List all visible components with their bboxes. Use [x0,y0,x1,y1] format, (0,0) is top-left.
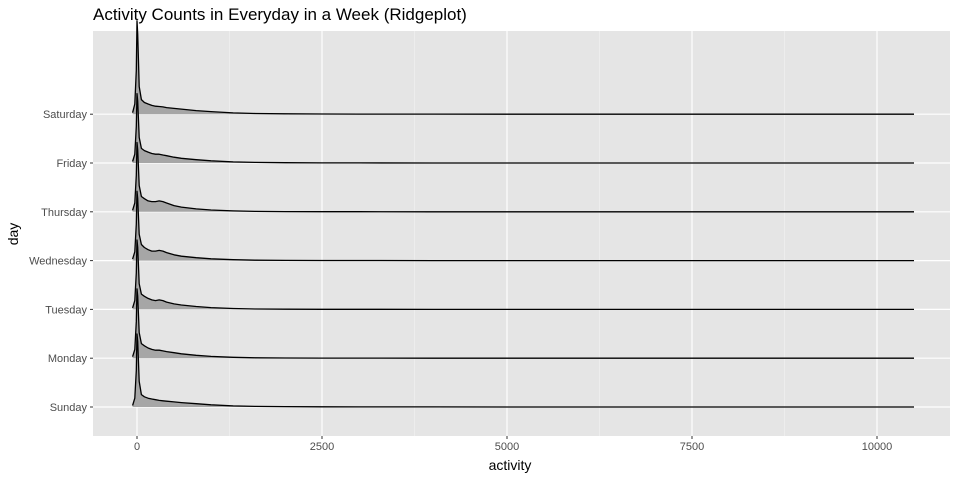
y-tick-label: Tuesday [45,304,87,316]
y-tick-label: Thursday [41,207,87,219]
y-axis-title: day [5,223,21,246]
x-tick-label: 2500 [310,441,334,453]
ridge-line-sunday [131,333,914,408]
ridge-line-thursday [131,141,914,213]
ridge-line-friday [131,93,914,164]
x-tick-label: 0 [134,441,140,453]
x-tick-label: 7500 [680,441,704,453]
ridge-line-tuesday [131,239,914,311]
y-tick-label: Sunday [50,402,88,414]
y-tick-label: Monday [48,353,88,365]
ridge-line-saturday [131,20,914,115]
x-tick-label: 5000 [495,441,519,453]
ridges [131,20,915,408]
axes: Sunday Monday Tuesday Wednesday Thursday Frid… [29,109,892,453]
x-tick-label: 10000 [862,441,893,453]
y-tick-label: Friday [56,158,87,170]
chart-title: Activity Counts in Everyday in a Week (R… [93,5,467,24]
y-tick-label: Saturday [43,109,88,121]
y-tick-label: Wednesday [29,256,87,268]
plot-panel [93,31,950,436]
ridge-line-monday [131,288,914,359]
ridge-line-wednesday [131,190,914,262]
x-axis-title: activity [489,457,532,473]
